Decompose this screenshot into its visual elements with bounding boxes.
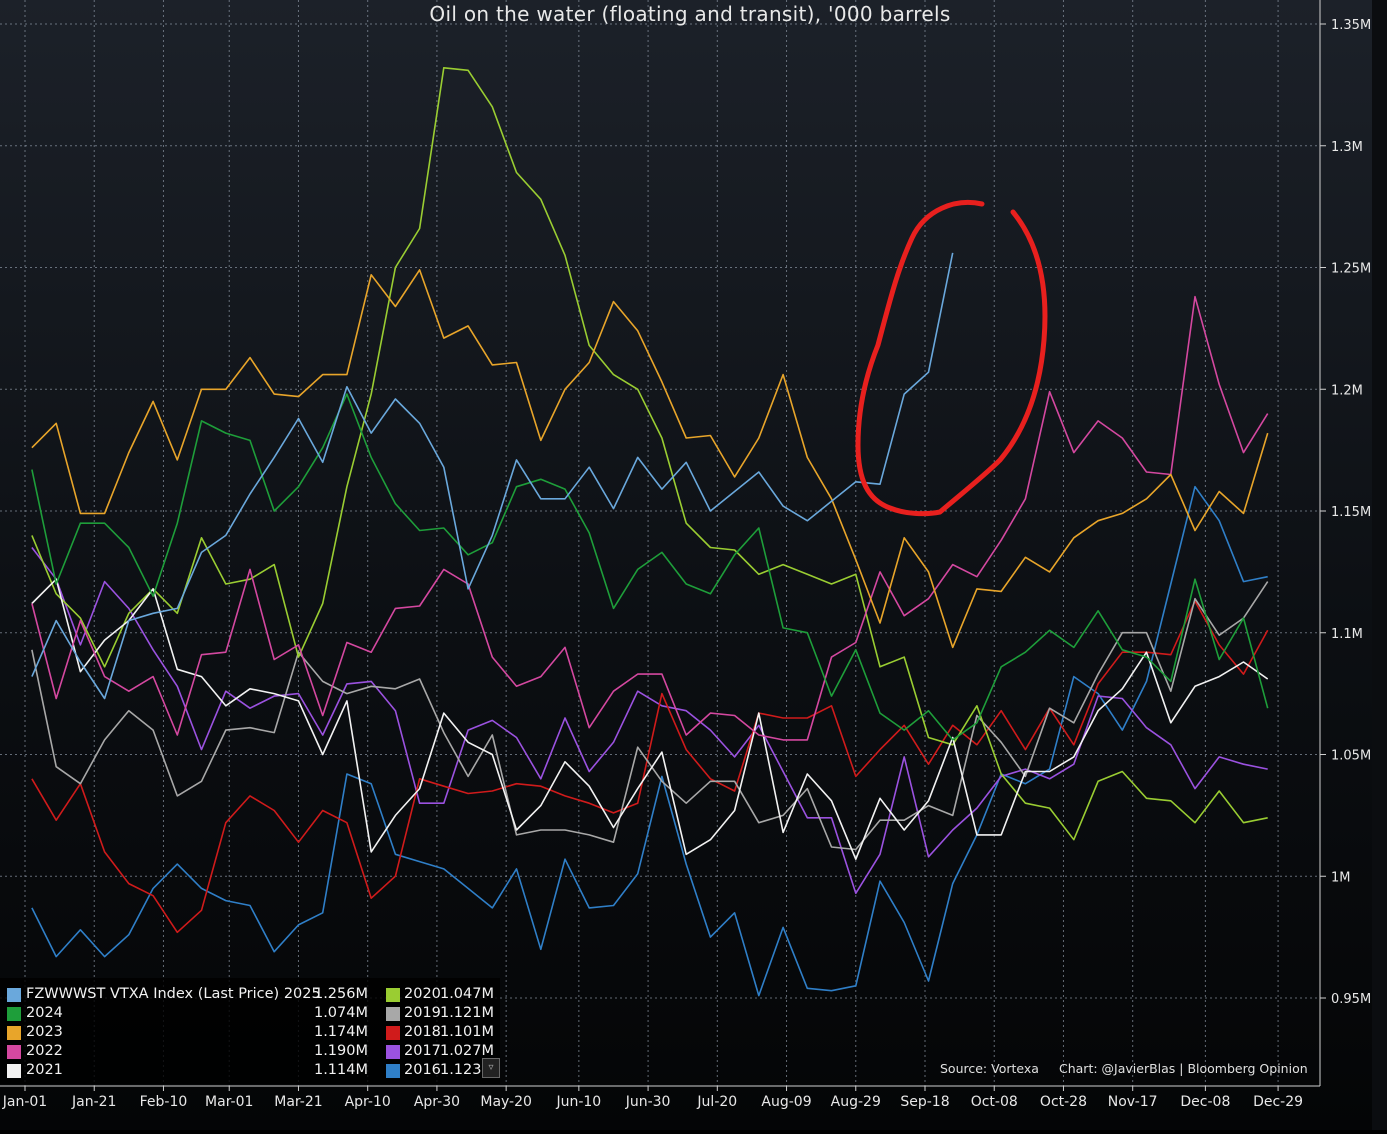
x-tick-label: Dec-08 bbox=[1180, 1094, 1230, 1110]
x-tick-label: May-20 bbox=[480, 1094, 532, 1110]
legend-series-value: 1.027M bbox=[439, 1043, 494, 1059]
y-tick-label: 1M bbox=[1331, 870, 1351, 885]
x-tick-label: Mar-21 bbox=[274, 1094, 322, 1110]
legend-series-name: 2016 bbox=[404, 1062, 441, 1078]
legend-swatch bbox=[386, 1045, 400, 1059]
legend-entry: 2018 1.101M bbox=[0, 1024, 500, 1042]
legend-series-value: 1.114M bbox=[313, 1062, 368, 1078]
legend-series-name: 2022 bbox=[26, 1043, 63, 1059]
x-tick-label: Jan-21 bbox=[71, 1094, 116, 1110]
y-tick-label: 1.35M bbox=[1331, 18, 1371, 33]
legend-entry: 2019 1.121M bbox=[0, 1005, 500, 1023]
y-tick-label: 1.1M bbox=[1331, 627, 1363, 642]
legend-series-name: FZWWWST VTXA Index (Last Price) 2025 bbox=[26, 986, 321, 1002]
series-line-2021 bbox=[31, 578, 1269, 861]
y-tick-label: 0.95M bbox=[1331, 992, 1371, 1007]
legend-entry: FZWWWST VTXA Index (Last Price) 2025 1.25… bbox=[0, 986, 500, 1004]
legend-series-value: 1.174M bbox=[313, 1024, 368, 1040]
chart-title: Oil on the water (floating and transit),… bbox=[429, 2, 951, 26]
series-line-2024 bbox=[31, 393, 1269, 741]
legend-series-name: 2024 bbox=[26, 1005, 63, 1021]
red-hand-drawn-circle-annotation bbox=[855, 200, 1048, 517]
legend-entry: 2023 1.174M bbox=[0, 1024, 500, 1042]
x-tick-label: Dec-29 bbox=[1253, 1094, 1303, 1110]
x-tick-label: Jun-10 bbox=[555, 1094, 601, 1110]
x-tick-label: Oct-28 bbox=[1040, 1094, 1087, 1110]
legend-series-name: 2019 bbox=[404, 1005, 441, 1021]
legend-series-value: 1.047M bbox=[439, 986, 494, 1002]
y-tick-label: 1.15M bbox=[1331, 505, 1371, 520]
x-tick-label: Apr-30 bbox=[414, 1094, 460, 1110]
series-line-2019 bbox=[31, 581, 1269, 851]
x-tick-label: Oct-08 bbox=[971, 1094, 1018, 1110]
y-tick-label: 1.25M bbox=[1331, 262, 1371, 277]
legend-series-name: 2021 bbox=[26, 1062, 63, 1078]
legend-series-name: 2023 bbox=[26, 1024, 63, 1040]
x-tick-label: Apr-10 bbox=[345, 1094, 391, 1110]
y-tick-label: 1.2M bbox=[1331, 383, 1363, 398]
x-tick-label: Aug-29 bbox=[831, 1094, 881, 1110]
x-tick-label: Mar-01 bbox=[205, 1094, 253, 1110]
legend-series-value: 1.121M bbox=[439, 1005, 494, 1021]
right-side-panel-edge bbox=[1372, 0, 1387, 1130]
x-tick-label: Jun-30 bbox=[625, 1094, 671, 1110]
series-line-fzwwwst-vtxa-index-last-price-2025 bbox=[31, 252, 954, 700]
legend-series-value: 1.190M bbox=[313, 1043, 368, 1059]
legend-entry: 2017 1.027M bbox=[0, 1043, 500, 1061]
series-line-2022 bbox=[31, 295, 1269, 741]
legend: FZWWWST VTXA Index (Last Price) 2025 1.25… bbox=[0, 978, 500, 1084]
legend-collapse-icon[interactable]: ▿ bbox=[482, 1058, 500, 1078]
legend-entry: 2022 1.190M bbox=[0, 1043, 500, 1061]
legend-swatch bbox=[7, 1007, 21, 1021]
legend-swatch bbox=[7, 1064, 21, 1078]
axis-layer: 1.35M 1.3M 1.25M 1.2M 1.15M 1.1M 1.05M 1M 0.95M J… bbox=[0, 0, 1371, 1110]
x-tick-label: Jul-20 bbox=[696, 1094, 737, 1110]
legend-swatch bbox=[7, 1045, 21, 1059]
chart-credit: Chart: @JavierBlas | Bloomberg Opinion bbox=[1059, 1061, 1308, 1076]
x-tick-label: Nov-17 bbox=[1108, 1094, 1158, 1110]
legend-series-name: 2017 bbox=[404, 1043, 441, 1059]
x-tick-label: Feb-10 bbox=[140, 1094, 188, 1110]
series-line-2020 bbox=[31, 67, 1268, 841]
legend-swatch bbox=[386, 1064, 400, 1078]
series-line-2016 bbox=[31, 485, 1268, 997]
legend-series-name: 2020 bbox=[404, 986, 441, 1002]
legend-entry: 2024 1.074M bbox=[0, 1005, 500, 1023]
legend-swatch bbox=[386, 988, 400, 1002]
series-line-2023 bbox=[31, 269, 1269, 649]
legend-series-value: 1.256M bbox=[313, 986, 368, 1002]
y-tick-label: 1.3M bbox=[1331, 140, 1363, 155]
x-tick-label: Sep-18 bbox=[900, 1094, 949, 1110]
legend-series-name: 2018 bbox=[404, 1024, 441, 1040]
legend-swatch bbox=[386, 1007, 400, 1021]
legend-entry: 2021 1.114M bbox=[0, 1062, 500, 1080]
series-layer bbox=[31, 67, 1269, 997]
legend-entry: 2016 1.123M bbox=[0, 1062, 500, 1080]
source-note: Source: Vortexa bbox=[940, 1061, 1039, 1076]
legend-entry: 2020 1.047M bbox=[0, 986, 500, 1004]
y-tick-label: 1.05M bbox=[1331, 749, 1371, 764]
grid-lines bbox=[0, 0, 1320, 1086]
x-tick-label: Aug-09 bbox=[761, 1094, 811, 1110]
x-tick-label: Jan-01 bbox=[2, 1094, 47, 1110]
series-line-2017 bbox=[31, 547, 1268, 895]
legend-swatch bbox=[7, 1026, 21, 1040]
legend-series-value: 1.123M bbox=[439, 1062, 494, 1078]
series-line-2018 bbox=[31, 600, 1269, 934]
legend-series-value: 1.074M bbox=[313, 1005, 368, 1021]
legend-swatch bbox=[7, 988, 21, 1002]
legend-swatch bbox=[386, 1026, 400, 1040]
legend-series-value: 1.101M bbox=[439, 1024, 494, 1040]
